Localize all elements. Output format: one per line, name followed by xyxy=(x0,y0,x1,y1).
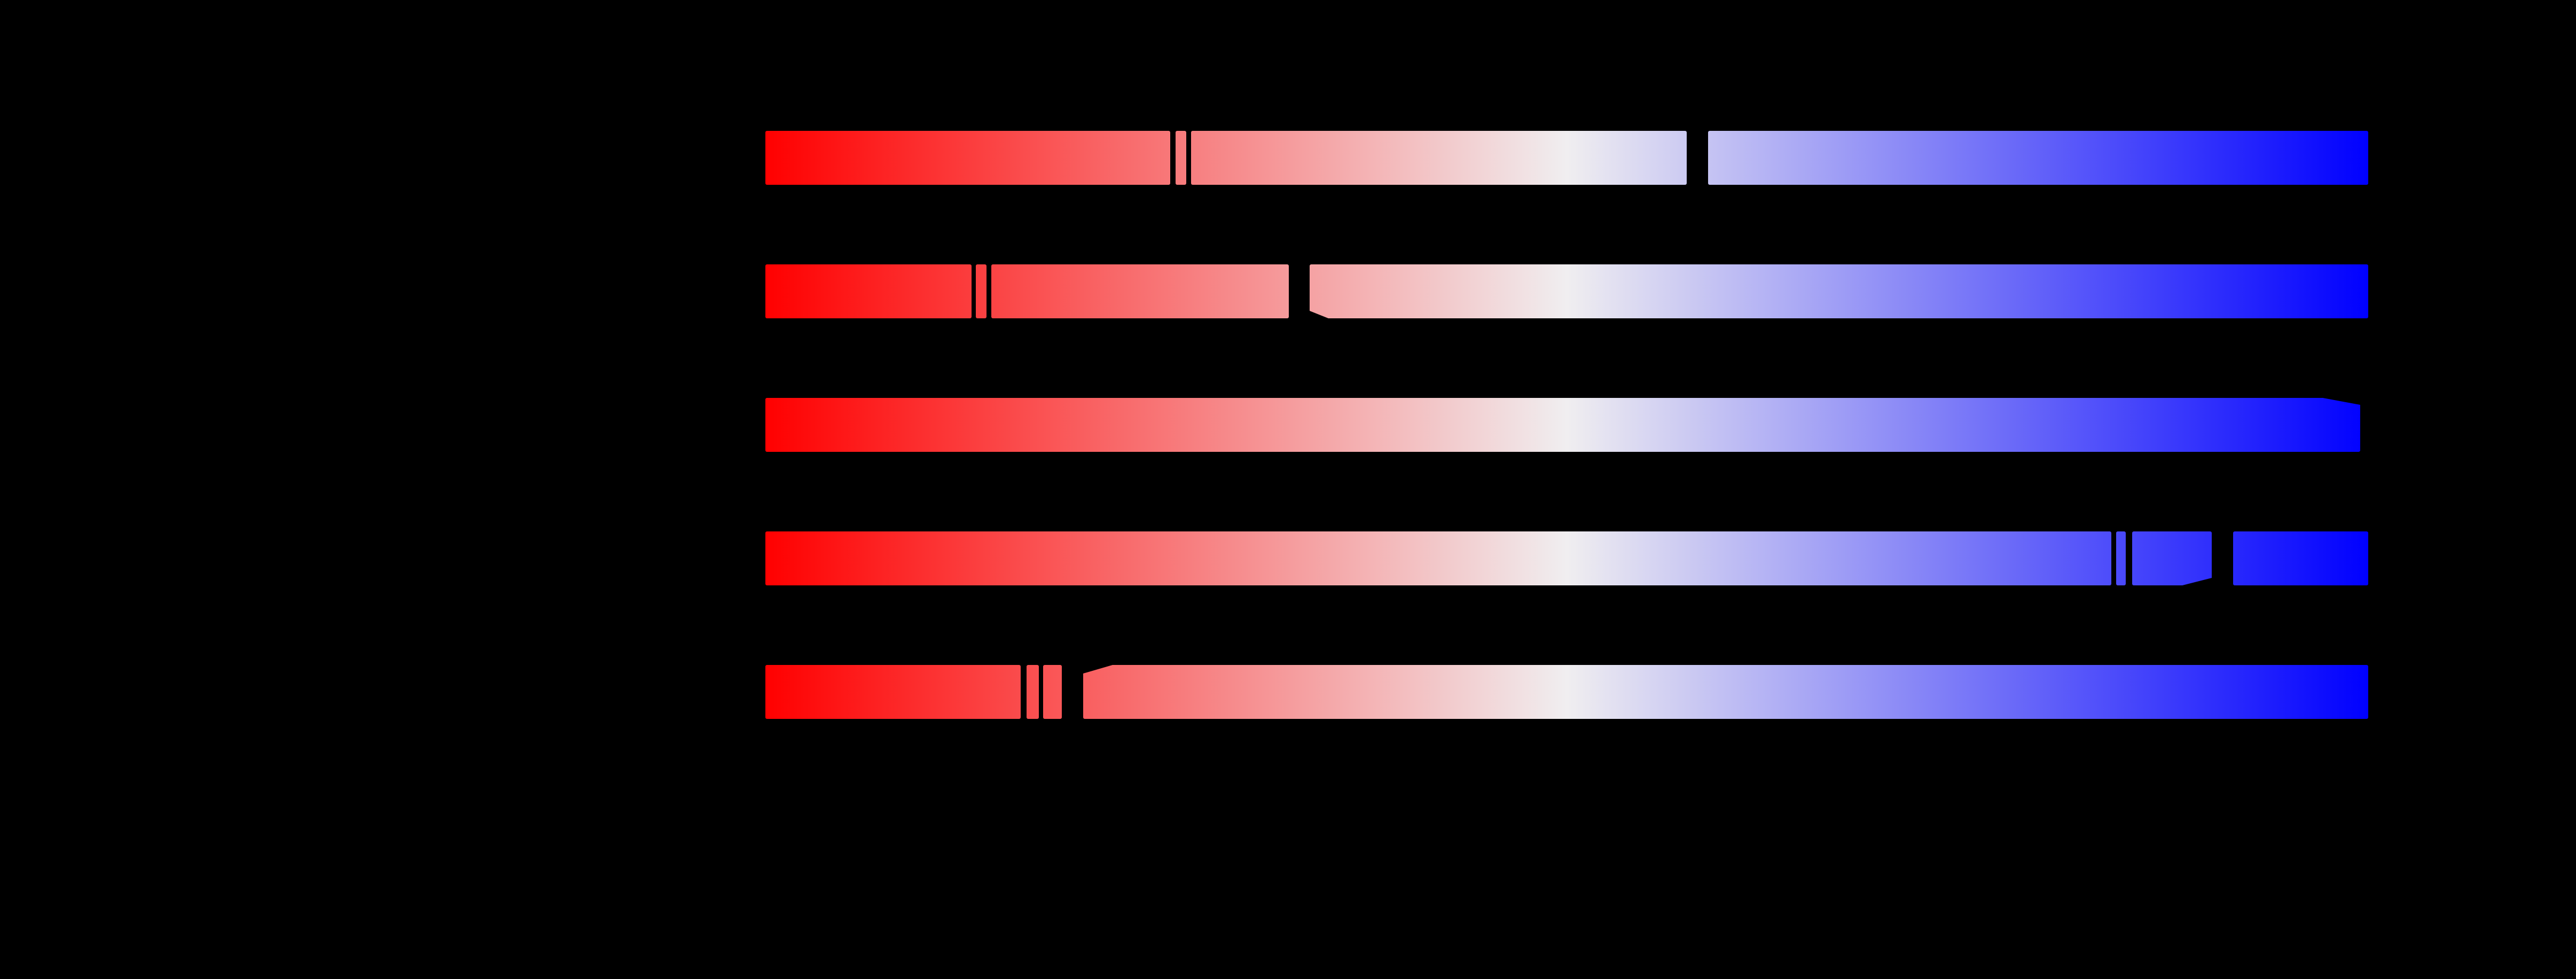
bar-segment xyxy=(991,264,1289,318)
bar-segment xyxy=(1043,665,1062,719)
bar-segment xyxy=(1708,131,2368,185)
bar-segment xyxy=(2132,531,2212,585)
bar-segment xyxy=(1083,665,2368,719)
bar-segment xyxy=(1176,131,1186,185)
bar-segment xyxy=(765,665,1021,719)
bar-segment xyxy=(976,264,986,318)
bar-segment xyxy=(765,131,1170,185)
bar-segment xyxy=(1027,665,1039,719)
bar-segment xyxy=(2233,531,2368,585)
bar-segment xyxy=(765,398,2360,452)
bar-segment xyxy=(765,531,2111,585)
bar-segment xyxy=(2116,531,2126,585)
bar-segment xyxy=(765,264,972,318)
bar-segment xyxy=(1310,264,2368,318)
bar-segment xyxy=(1191,131,1687,185)
